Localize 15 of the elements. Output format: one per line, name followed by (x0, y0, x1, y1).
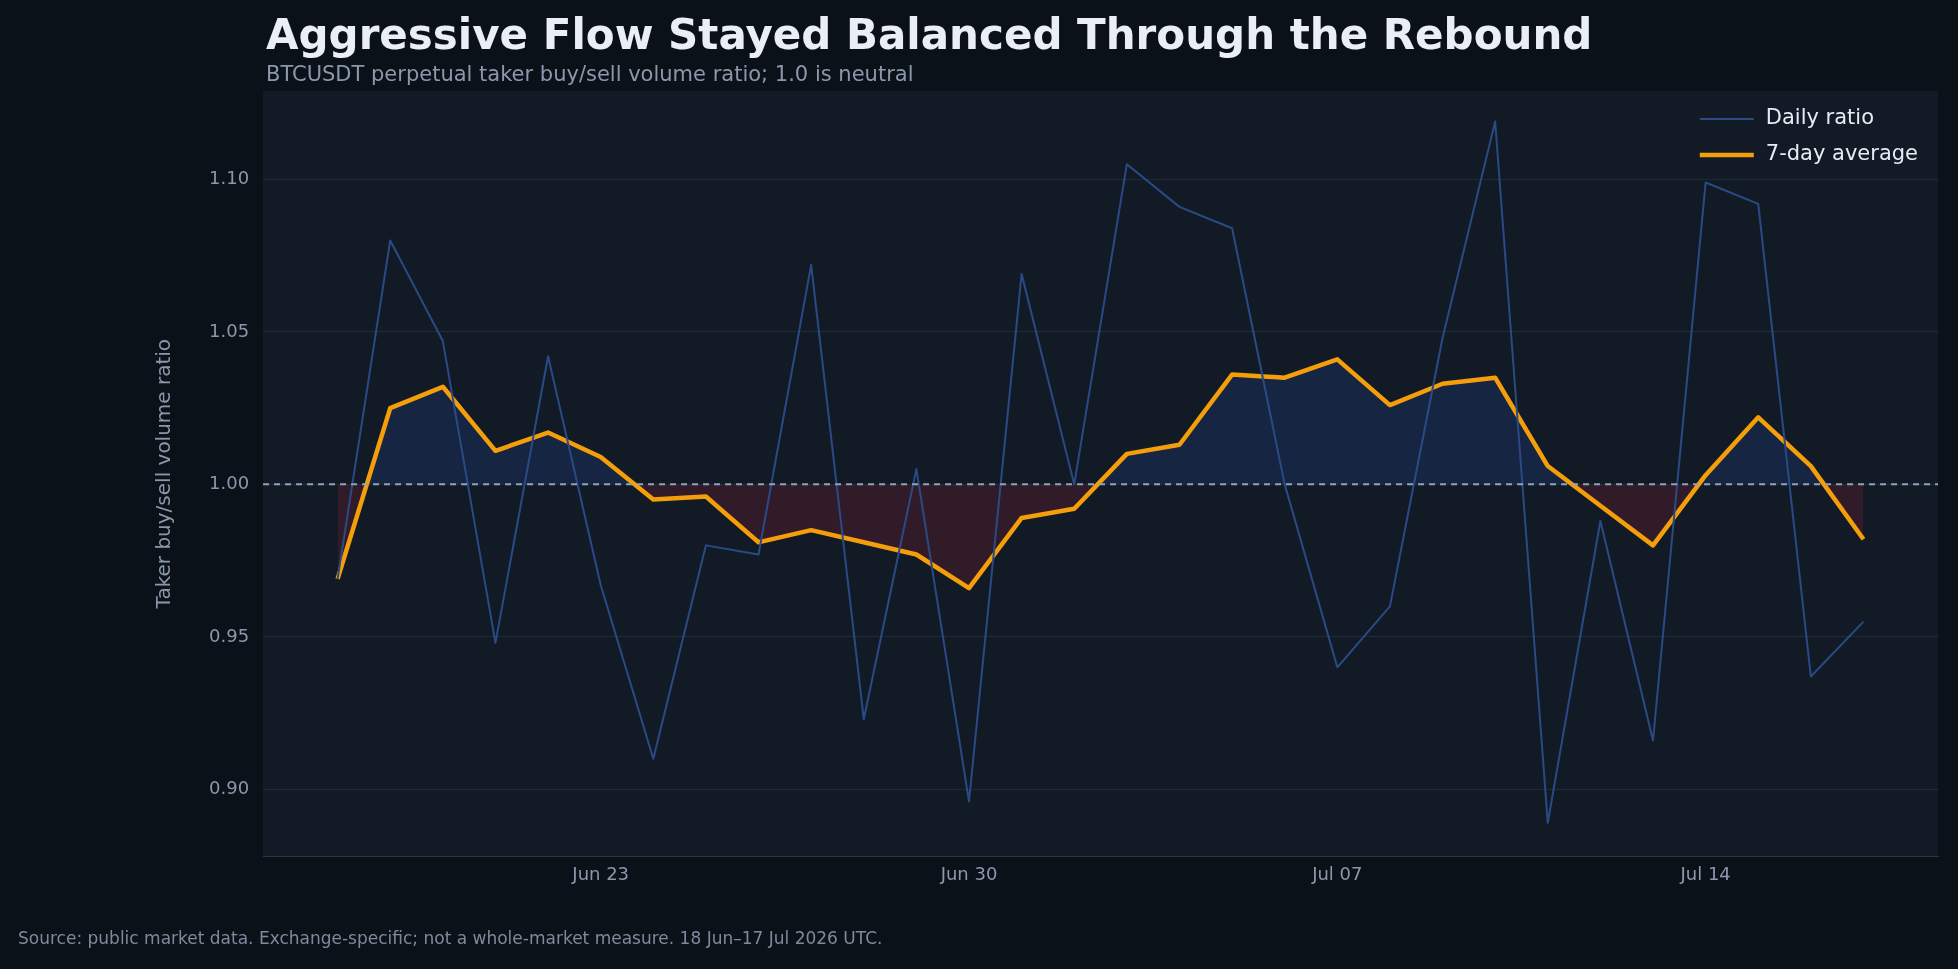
x-tick-label: Jun 23 (571, 862, 630, 884)
chart-title: Aggressive Flow Stayed Balanced Through the Rebound (266, 10, 1593, 59)
x-tick-label: Jul 07 (1311, 862, 1363, 884)
y-tick-label: 1.00 (209, 472, 250, 494)
y-tick-label: 1.05 (209, 319, 250, 341)
legend-label: 7-day average (1765, 141, 1919, 166)
x-tick-label: Jun 30 (939, 862, 998, 884)
y-tick-label: 0.90 (209, 776, 250, 798)
y-tick-label: 0.95 (209, 624, 250, 646)
source-note: Source: public market data. Exchange-specific; not a whole-market measure. 18 Jun–17 Jul 2026 UTC. (18, 928, 883, 948)
chart-subtitle: BTCUSDT perpetual taker buy/sell volume ratio; 1.0 is neutral (266, 62, 914, 86)
x-tick-label: Jul 14 (1679, 862, 1731, 884)
y-tick-label: 1.10 (209, 167, 250, 189)
y-axis-title: Taker buy/sell volume ratio (151, 338, 176, 610)
legend-label: Daily ratio (1765, 105, 1875, 130)
